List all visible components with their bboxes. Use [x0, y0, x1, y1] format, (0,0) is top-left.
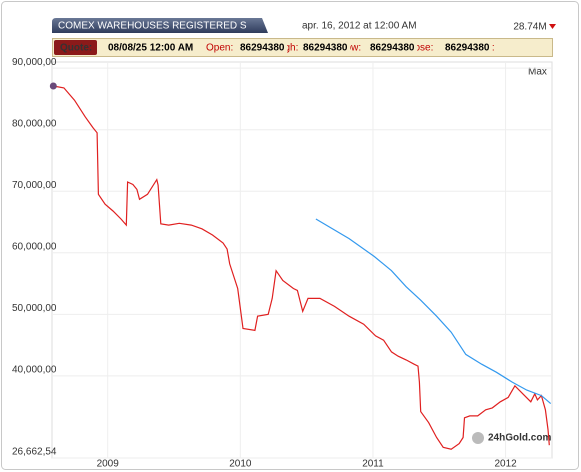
start-marker	[49, 82, 57, 90]
quote-field-value: 86294380	[303, 43, 348, 54]
y-tick-label: 60,000,00	[12, 241, 57, 252]
down-arrow	[549, 24, 556, 29]
x-tick-label: 2011	[362, 459, 384, 470]
quote-value-bg	[369, 40, 417, 55]
y-tick-label: 50,000,00	[12, 303, 57, 314]
y-tick-label: 26,662,54	[12, 447, 57, 458]
quote-field-label: Close:	[405, 43, 433, 54]
line	[53, 85, 550, 450]
x-tick-label: 2009	[97, 459, 120, 470]
quote-time: 08/08/25 12:00 AM	[108, 43, 193, 54]
y-tick-label: 40,000,00	[12, 365, 57, 376]
y-tick-label: 70,000,00	[12, 180, 57, 191]
quote-field-value: 86294380	[370, 43, 415, 54]
x-tick-label: 2010	[229, 459, 252, 470]
quote-value-bg	[444, 40, 492, 55]
title-tab	[52, 18, 268, 33]
title: COMEX WAREHOUSES REGISTERED S	[58, 21, 247, 32]
y-tick-label: 90,000,00	[12, 57, 57, 68]
date: apr. 16, 2012 at 12:00 AM	[302, 21, 417, 32]
watermark-logo	[472, 432, 484, 444]
quote-value-bg	[302, 40, 350, 55]
range-button[interactable]: Max	[528, 67, 547, 78]
y-tick-label: 80,000,00	[12, 118, 57, 129]
quote-field-value: 86294380	[445, 43, 490, 54]
quote-field-label: Low:	[340, 43, 361, 54]
quote-field-label: Open:	[206, 43, 233, 54]
quote-label: Quote:	[60, 43, 92, 54]
last-value: 28.74M	[513, 22, 546, 33]
quote-badge	[54, 40, 97, 55]
watermark: 24hGold.com	[488, 433, 551, 444]
quote-field-value: 86294380	[240, 43, 285, 54]
x-tick-label: 2012	[494, 459, 517, 470]
quote-value-bg	[239, 40, 287, 55]
line	[315, 218, 552, 405]
